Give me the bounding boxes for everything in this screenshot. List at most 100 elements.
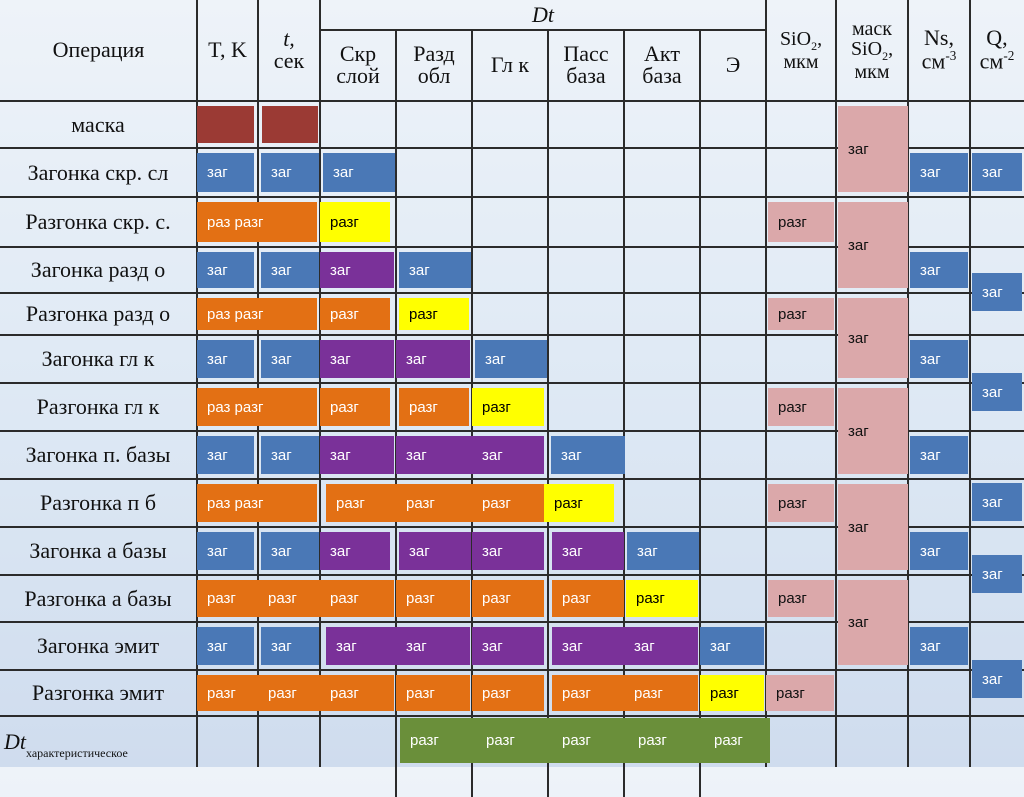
table-cell: заг [551,436,625,474]
footer-dt: Dt [4,728,26,754]
table-cell: заг [197,252,254,288]
table-cell: заг [838,388,908,474]
table-cell: разг [472,580,544,617]
table-cell: заг [320,340,394,378]
table-cell: заг [838,202,908,288]
table-cell: разг [396,675,470,711]
table-cell: разг [396,484,470,522]
table-cell: разг [768,484,834,522]
table-cell: разг [768,580,834,617]
table-cell: разг [476,718,550,763]
grid-line-vertical [623,30,625,797]
table-cell: заг [910,153,968,192]
table-cell: заг [396,340,470,378]
grid-line-horizontal [0,334,1024,336]
header-text: Dt [532,2,554,27]
table-cell: заг [627,532,699,570]
header-text: маск [852,17,892,40]
grid-line-vertical [395,30,397,797]
table-cell: заг [552,627,624,665]
grid-line-horizontal [0,430,1024,432]
table-cell: заг [475,340,547,378]
header-line: см-2 [980,49,1015,72]
table-cell: разг [472,484,544,522]
header-line: Акт [644,43,680,65]
header-dt-col: Э [700,30,766,100]
table-cell: заг [972,660,1022,698]
header-line: обл [418,65,451,87]
header-text: мкм [854,60,890,83]
table-cell: заг [972,273,1022,311]
header-time: t, сек [258,0,320,100]
table-cell: заг [972,483,1022,521]
table-cell: разг [704,718,770,763]
grid-line-horizontal [0,621,1024,623]
header-ns: Ns, см-3 [908,0,970,100]
table-cell: заг [910,340,968,378]
header-text: 2 [811,38,818,53]
header-dt-col: Скр слой [320,30,396,100]
header-line: Скр [340,43,376,65]
table-cell: разг [396,580,470,617]
header-dt: Dt [320,0,766,30]
header-mask-sio2: маск SiO2, мкм [836,0,908,100]
table-cell: заг [838,106,908,192]
grid-line-horizontal [0,147,1024,149]
header-text: SiO [850,37,883,60]
table-cell: разг [197,675,258,711]
row-label: Разгонка разд о [25,301,171,326]
header-sio2: SiO2, мкм [766,0,836,100]
table-cell: заг [700,627,764,665]
header-line: SiO2, [851,39,893,62]
table-cell: заг [838,580,908,665]
table-cell: заг [472,436,544,474]
header-line: мкм [783,52,818,72]
table-cell: раз разг [197,202,317,242]
table-cell: заг [320,252,394,288]
table-cell: разг [626,580,698,617]
row-label: Разгонка п б [39,490,157,515]
table-cell: заг [624,627,698,665]
header-text: Э [725,52,741,77]
header-text: Акт [644,41,680,66]
table-cell: разг [258,675,320,711]
table-cell [262,106,318,143]
grid-line-horizontal [320,29,766,31]
table-cell: заг [320,532,390,570]
table-cell: заг [472,532,544,570]
footer-dt-subscript: характеристическое [26,746,128,760]
header-text: мкм [783,50,819,73]
table-cell: разг [320,202,390,242]
header-line: маск [852,19,892,39]
header-line: SiO2, [780,29,822,52]
grid-line-vertical [699,30,701,797]
header-dt-col: Гл к [472,30,548,100]
table-cell: разг [320,388,390,426]
table-cell: заг [261,627,319,665]
header-text: Скр [339,41,377,66]
table-cell: заг [197,532,254,570]
table-cell: раз разг [197,388,317,426]
row-label: Разгонка а базы [24,585,172,611]
table-cell: заг [197,436,254,474]
table-cell: заг [261,436,319,474]
header-line: база [642,65,681,87]
header-text: Операция [52,37,145,62]
table-cell: разг [320,580,394,617]
header-line: Э [726,54,741,76]
header-line: база [566,65,605,87]
grid-line-horizontal [0,478,1024,480]
table-cell: разг [700,675,764,711]
row-label: Разгонка эмит [31,680,165,705]
table-cell: разг [768,202,834,242]
header-text: SiO [779,27,812,50]
table-cell: разг [258,580,320,617]
table-cell: разг [768,298,834,330]
table-cell: заг [197,627,254,665]
table-cell: разг [399,298,469,330]
header-text: t, [283,26,295,51]
table-cell: заг [396,627,470,665]
table-cell: заг [910,627,968,665]
grid-line-horizontal [0,292,1024,294]
